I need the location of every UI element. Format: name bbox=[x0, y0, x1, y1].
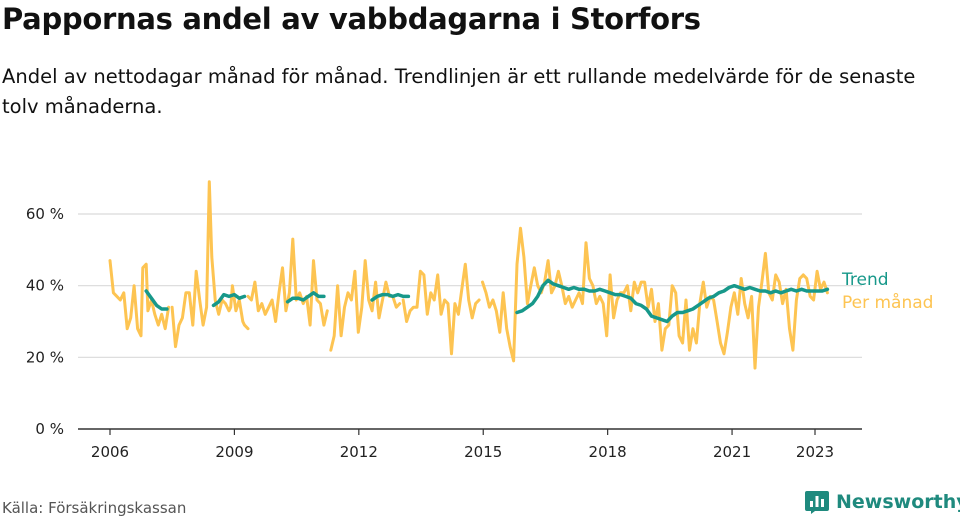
monthly-line-segment bbox=[481, 226, 829, 370]
trend-line-segment bbox=[515, 278, 830, 324]
trend-line-segment bbox=[144, 289, 169, 311]
y-tick-label: 40 % bbox=[26, 277, 64, 295]
x-tick-label: 2015 bbox=[464, 443, 502, 461]
monthly-line-segment bbox=[329, 259, 402, 352]
monthly-line-segment bbox=[401, 262, 481, 356]
trend-line-segment bbox=[211, 292, 247, 308]
trend-line-segment bbox=[285, 291, 326, 304]
x-tick-label: 2021 bbox=[713, 443, 751, 461]
legend-trend: Trend bbox=[841, 270, 889, 290]
monthly-line-segment bbox=[246, 237, 329, 327]
chart-subtitle: Andel av nettodagar månad för månad. Tre… bbox=[2, 65, 916, 118]
x-axis: 2006 2009 2012 2015 2018 2021 2023 bbox=[78, 428, 862, 461]
y-tick-labels: 0 % 20 % 40 % 60 % bbox=[26, 205, 64, 438]
newsworthy-logo[interactable]: Newsworthy bbox=[804, 489, 960, 515]
x-tick-label: 2023 bbox=[796, 443, 834, 461]
trend-line-segment bbox=[370, 292, 411, 302]
x-tick-label: 2018 bbox=[589, 443, 627, 461]
chart-title: Pappornas andel av vabbdagarna i Storfor… bbox=[2, 2, 701, 36]
y-tick-label: 0 % bbox=[35, 420, 64, 438]
monthly-line-segment bbox=[170, 180, 250, 349]
y-tick-label: 20 % bbox=[26, 348, 64, 366]
series-lines bbox=[108, 180, 830, 370]
source-note: Källa: Försäkringskassan bbox=[2, 499, 187, 517]
monthly-line-segment bbox=[108, 259, 171, 338]
x-tick-label: 2012 bbox=[340, 443, 378, 461]
x-tick-label: 2009 bbox=[215, 443, 253, 461]
brand-name: Newsworthy bbox=[836, 491, 960, 513]
x-tick-label: 2006 bbox=[91, 443, 129, 461]
legend-monthly: Per månad bbox=[842, 292, 933, 313]
bar-chart-icon bbox=[805, 491, 829, 514]
y-tick-label: 60 % bbox=[26, 205, 64, 223]
